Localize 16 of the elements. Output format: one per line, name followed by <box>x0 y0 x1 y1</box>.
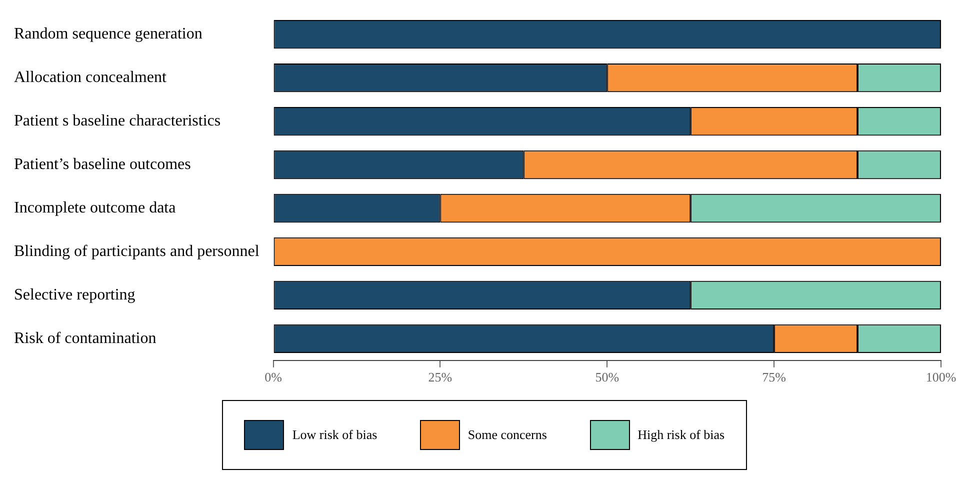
x-tick-label: 75% <box>762 370 786 385</box>
x-tick-label: 25% <box>428 370 452 385</box>
y-tick-label: Risk of contamination <box>14 330 156 347</box>
y-tick-label: Patient s baseline characteristics <box>14 112 221 130</box>
y-tick-label: Allocation concealment <box>14 69 167 86</box>
x-tick-label: 0% <box>264 370 282 385</box>
y-tick-label: Incomplete outcome data <box>14 199 176 216</box>
y-tick-label: Blinding of participants and personnel <box>14 242 260 260</box>
x-tick-label: 50% <box>595 370 620 385</box>
legend-label: Some concerns <box>468 427 547 443</box>
legend-label: High risk of bias <box>638 427 725 443</box>
y-tick-label: Selective reporting <box>14 286 136 304</box>
legend-label: Low risk of bias <box>292 427 378 443</box>
y-tick-label: Random sequence generation <box>14 26 202 43</box>
x-tick-label: 100% <box>926 370 956 385</box>
y-tick-label: Patient’s baseline outcomes <box>14 156 191 173</box>
